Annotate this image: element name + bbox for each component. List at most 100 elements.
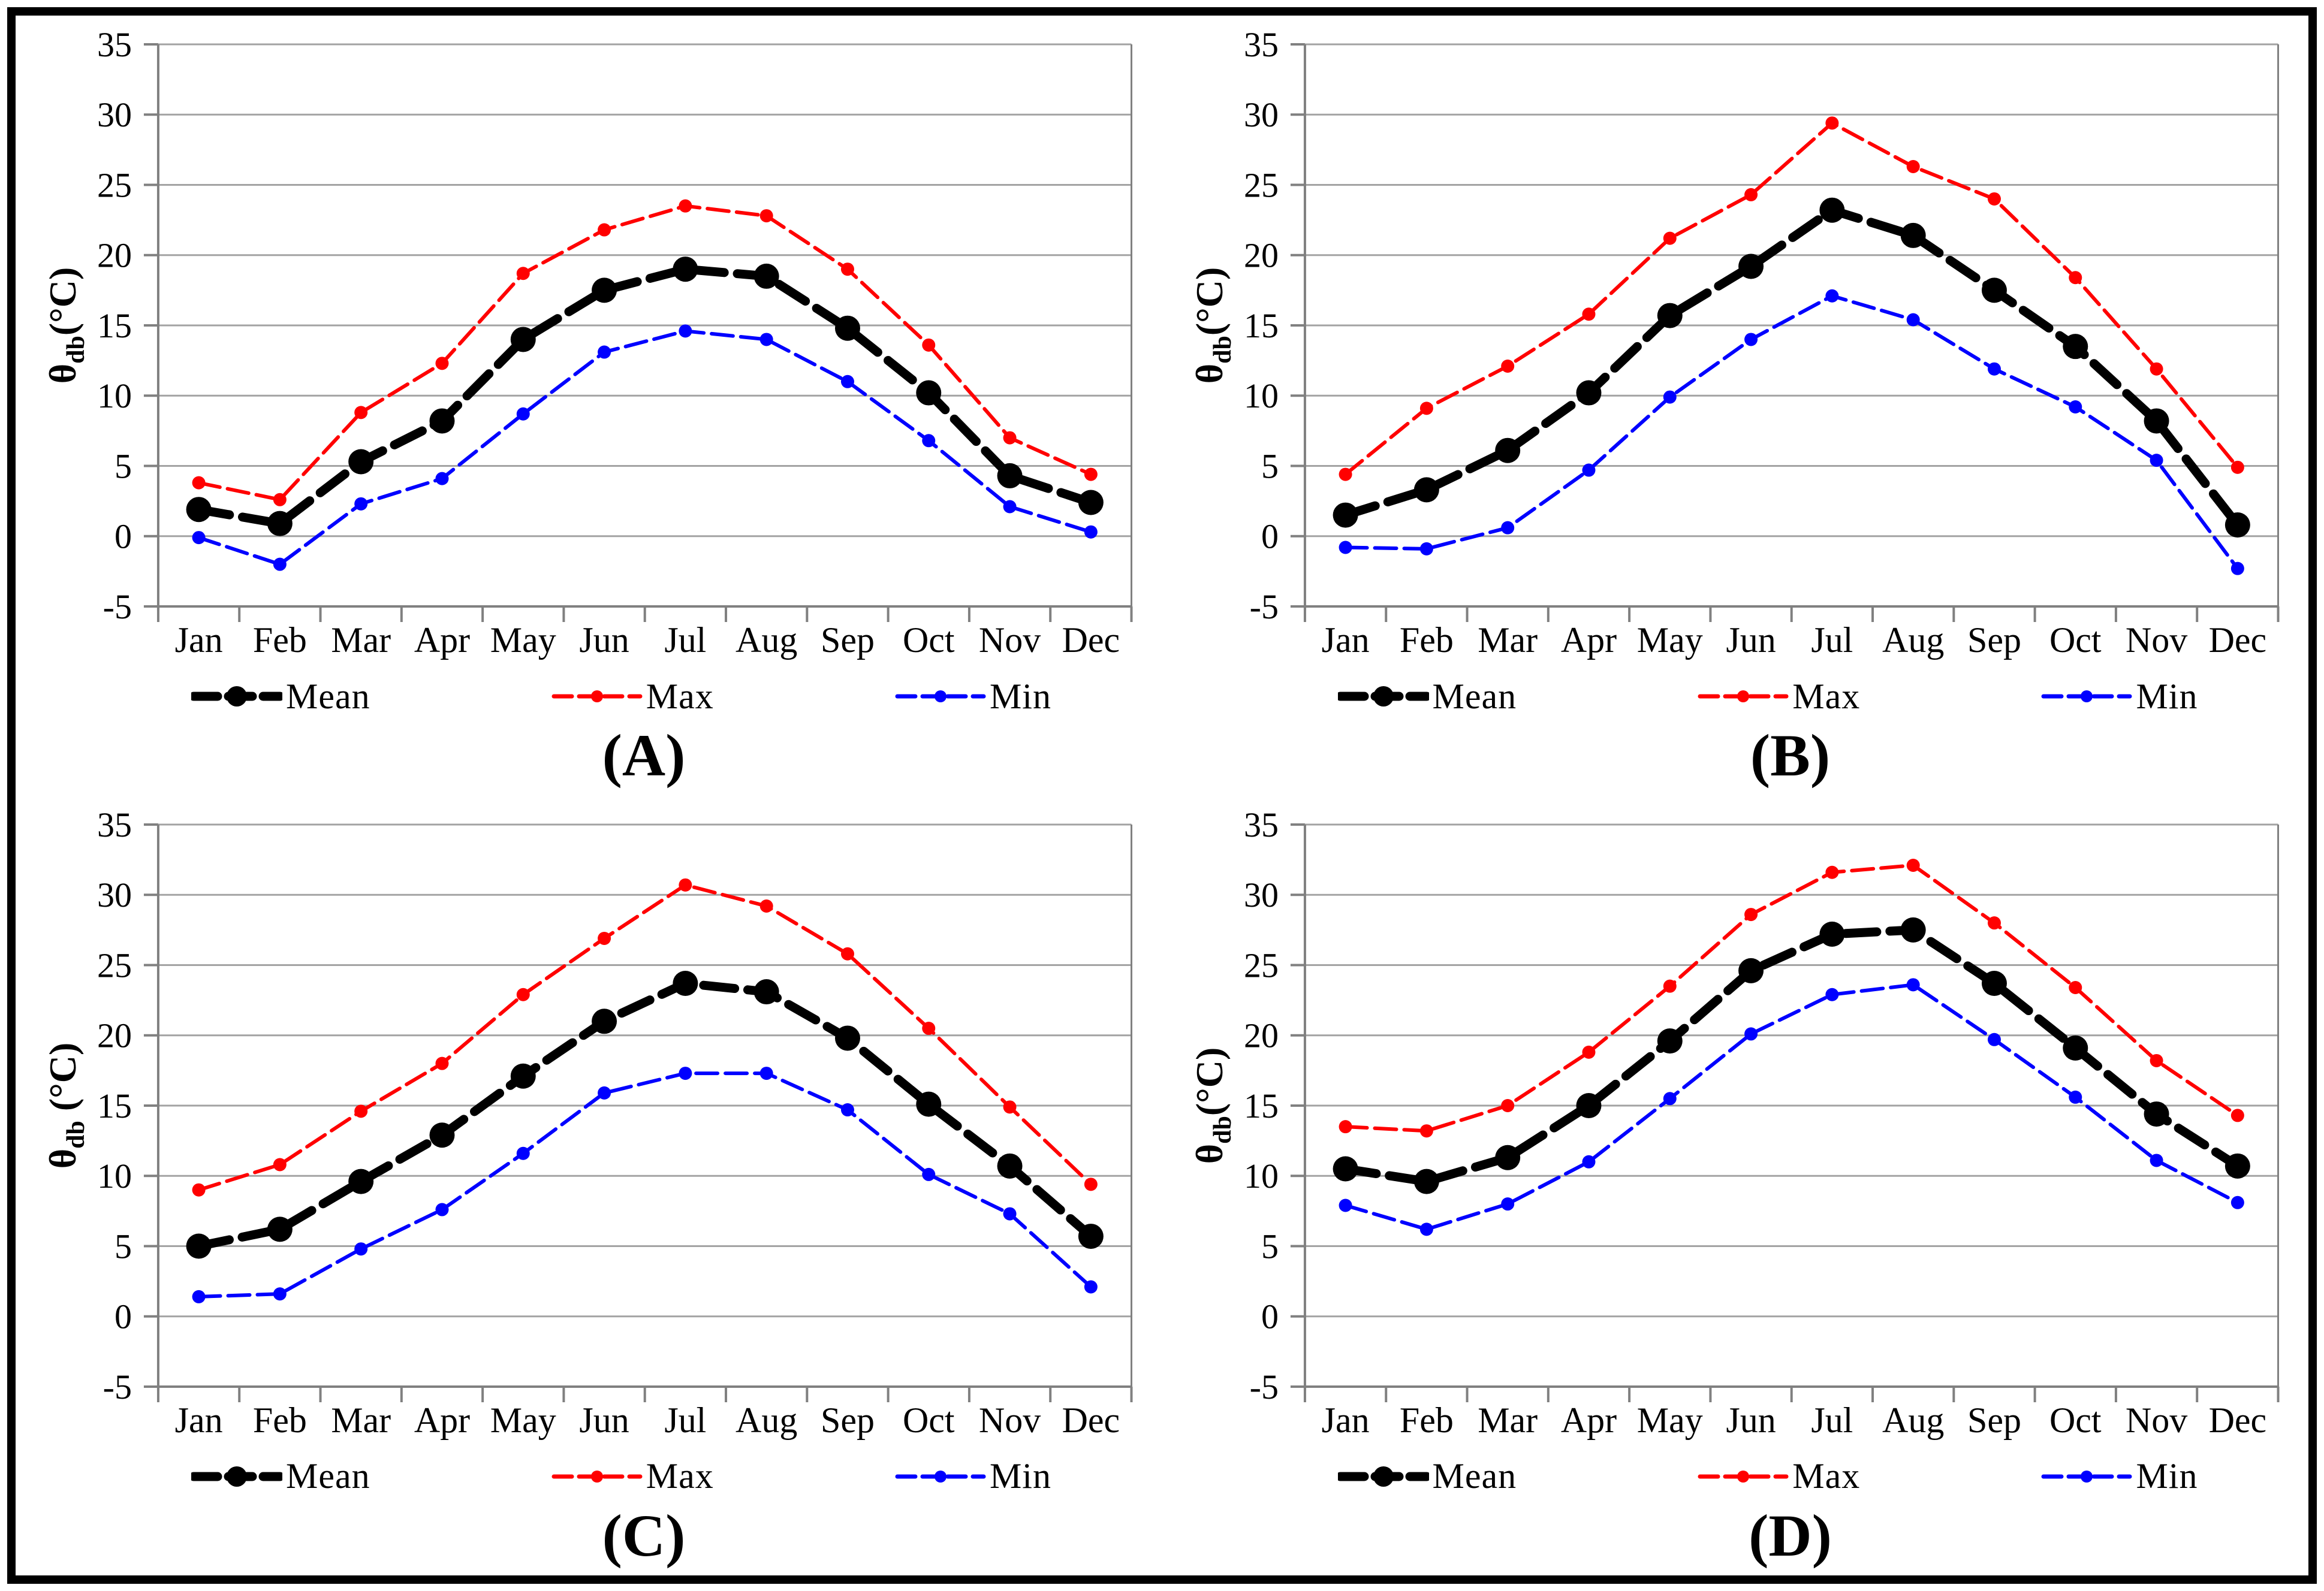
data-point-marker (834, 315, 860, 341)
month-label: Feb (1399, 620, 1453, 660)
min-line-marker-icon (895, 684, 986, 708)
legend-item-min: Min (895, 676, 1051, 717)
data-point-marker (1581, 307, 1595, 321)
data-point-marker (1981, 970, 2007, 996)
y-tick-label: 10 (97, 376, 132, 415)
series-max (192, 199, 1098, 506)
series-line (1340, 925, 2242, 1186)
legend-a: Mean Max Min (158, 670, 1129, 723)
data-point-marker (2062, 334, 2088, 360)
legend-label-max: Max (1792, 1456, 1861, 1496)
month-label: Sep (1967, 1400, 2021, 1439)
y-tick-label: -5 (103, 587, 132, 626)
month-label: Aug (736, 1400, 797, 1439)
data-point-marker (1339, 541, 1352, 554)
data-point-marker (1738, 253, 1764, 279)
data-point-marker (1987, 1033, 2001, 1046)
y-tick-label: 20 (97, 236, 132, 275)
data-point-marker (1339, 467, 1352, 481)
data-point-marker (2062, 1035, 2088, 1061)
data-point-marker (916, 1091, 942, 1117)
month-label: Nov (2125, 620, 2187, 660)
legend-label-max: Max (646, 676, 714, 716)
data-point-marker (354, 406, 368, 419)
mean-line-marker-icon (1336, 684, 1431, 708)
gridlines (158, 43, 1132, 538)
x-axis-month-labels: Jan Feb Mar Apr May Jun Jul Aug Sep Oct Nov Dec (1321, 1400, 2266, 1439)
chart-a: -5 0 5 10 15 20 25 30 35 Jan Feb Mar Apr May Jun Jul Aug… (41, 25, 1133, 660)
data-point-marker (1500, 521, 1514, 535)
month-label: Mar (331, 1400, 391, 1439)
data-point-marker (1419, 1222, 1433, 1236)
month-label: Oct (903, 620, 955, 660)
data-point-marker (1987, 916, 2001, 929)
y-tick-label: 0 (114, 517, 132, 556)
data-point-marker (1575, 1092, 1601, 1118)
series-mean (1333, 917, 2250, 1194)
legend-item-min: Min (895, 1456, 1051, 1497)
data-point-marker (1825, 116, 1838, 130)
data-point-marker (435, 472, 449, 485)
caption-b: (B) (1750, 722, 1831, 789)
series-line (194, 264, 1096, 529)
month-label: Nov (979, 620, 1041, 660)
data-point-marker (273, 493, 287, 506)
y-tick-label: 35 (97, 805, 132, 844)
data-point-marker (1663, 231, 1677, 245)
max-line-marker-icon (551, 684, 643, 708)
data-point-marker (1663, 1091, 1677, 1105)
y-tick-label: 0 (1261, 1297, 1278, 1336)
data-point-marker (2068, 271, 2082, 285)
y-tick-label: 30 (97, 875, 132, 914)
month-label: Nov (979, 1400, 1041, 1439)
series-line (197, 883, 1093, 1192)
month-label: May (1636, 620, 1702, 660)
data-point-marker (598, 1086, 611, 1100)
y-tick-label: 10 (1243, 376, 1278, 415)
data-point-marker (2224, 1153, 2250, 1179)
data-point-marker (916, 380, 942, 406)
y-tick-label: 5 (1261, 1227, 1278, 1266)
data-point-marker (267, 1216, 293, 1242)
data-point-marker (1500, 1098, 1514, 1112)
y-tick-label: 10 (97, 1157, 132, 1195)
data-point-marker (192, 476, 206, 490)
series-max (192, 878, 1098, 1197)
y-tick-label: 15 (97, 1086, 132, 1125)
data-point-marker (429, 408, 455, 434)
month-label: Jun (1726, 620, 1776, 660)
data-point-marker (2230, 561, 2244, 575)
min-line-marker-icon (895, 1465, 986, 1489)
data-point-marker (1819, 921, 1844, 947)
data-point-marker (1333, 502, 1358, 528)
series-line (1343, 294, 2239, 570)
y-axis-title: θdb(°C) (1187, 1047, 1236, 1164)
data-point-marker (516, 267, 530, 280)
panel-b: -5 0 5 10 15 20 25 30 35 Jan Feb Mar Apr May Jun Jul Aug… (1162, 16, 2309, 796)
month-label: Mar (1478, 620, 1538, 660)
data-point-marker (673, 256, 698, 282)
month-label: Apr (414, 1400, 470, 1439)
data-point-marker (1078, 1223, 1104, 1249)
month-label: Jun (1726, 1400, 1776, 1439)
data-point-marker (1413, 1169, 1439, 1194)
series-line (1340, 205, 2242, 530)
data-point-marker (1575, 380, 1601, 406)
y-tick-label: 30 (1243, 95, 1278, 134)
series-min (192, 324, 1098, 571)
legend-label-max: Max (646, 1456, 714, 1496)
legend-d: Mean Max Min (1305, 1450, 2276, 1503)
month-label: Oct (2049, 1400, 2101, 1439)
data-point-marker (1581, 1045, 1595, 1059)
data-point-marker (1906, 977, 1920, 991)
axes (155, 44, 1133, 610)
caption-a: (A) (602, 722, 686, 789)
data-point-marker (759, 1066, 773, 1080)
data-point-marker (1657, 1028, 1683, 1053)
y-tick-label: 25 (1243, 946, 1278, 985)
month-label: Aug (1882, 1400, 1944, 1439)
y-axis-tick-labels: -5 0 5 10 15 20 25 30 35 (1243, 25, 1278, 626)
data-point-marker (1744, 333, 1758, 346)
month-label: Sep (821, 620, 875, 660)
month-label: Jun (579, 620, 629, 660)
